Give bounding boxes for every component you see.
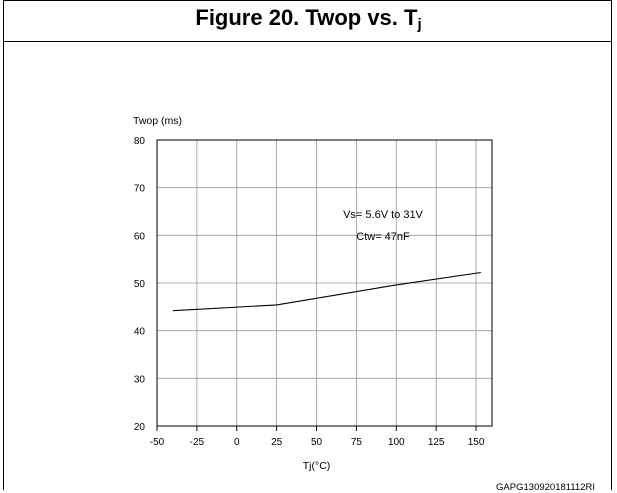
y-tick-label: 60 <box>134 231 146 242</box>
annotation-capacitance: Ctw= 47nF <box>356 231 410 243</box>
chart-grid <box>156 139 493 427</box>
title-divider <box>3 41 612 42</box>
x-tick-label: 75 <box>351 437 363 448</box>
plot-area-border <box>156 139 493 427</box>
y-tick-label: 20 <box>134 422 146 433</box>
x-tick-label: 50 <box>311 437 323 448</box>
x-tick-label: 100 <box>388 437 405 448</box>
series-line <box>172 271 481 312</box>
x-tick-label: 125 <box>428 437 445 448</box>
x-tick-label: 150 <box>468 437 485 448</box>
y-tick-label: 30 <box>134 374 146 385</box>
x-tick-labels: -50 -25 0 25 50 75 100 125 150 <box>150 426 485 448</box>
series-group <box>172 271 481 312</box>
y-tick-label: 50 <box>134 279 146 290</box>
figure-code: GAPG130920181112RI <box>496 482 595 493</box>
figure-title: Figure 20. Twop vs. Tj <box>0 5 617 33</box>
y-tick-label: 70 <box>134 184 146 195</box>
x-tick-label: -25 <box>190 437 205 448</box>
x-tick-label: 25 <box>271 437 283 448</box>
figure-frame <box>3 0 612 490</box>
y-tick-label: 80 <box>134 136 146 147</box>
x-tick-label: 0 <box>234 437 240 448</box>
x-axis-title: Tj(°C) <box>303 460 331 472</box>
x-tick-label: -50 <box>150 437 165 448</box>
figure-title-subscript: j <box>417 16 422 33</box>
y-axis-title: Twop (ms) <box>133 115 182 127</box>
figure-title-text: Figure 20. Twop vs. T <box>195 5 418 30</box>
y-tick-labels: 20 30 40 50 60 70 80 <box>134 136 146 433</box>
annotation-voltage: Vs= 5.6V to 31V <box>343 209 423 221</box>
y-tick-label: 40 <box>134 327 146 338</box>
